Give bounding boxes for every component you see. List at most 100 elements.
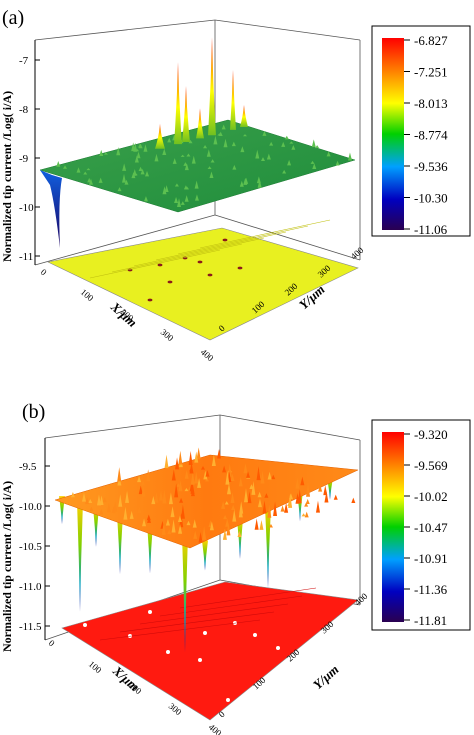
- y-tick-label: 400: [349, 245, 366, 262]
- colorbar-tick-label: -9.536: [414, 159, 448, 174]
- surface-spike: [170, 506, 175, 518]
- surface-bump: [315, 145, 320, 149]
- colorbar-tick-label: -7.251: [414, 65, 448, 80]
- surface-spike: [125, 490, 130, 503]
- surface-bump: [138, 143, 143, 149]
- surface-spike: [232, 509, 237, 522]
- x-tick-label: 100: [87, 659, 104, 676]
- surface-spike: [202, 526, 207, 540]
- surface-spike: [142, 518, 147, 527]
- surface-bump: [124, 179, 129, 185]
- surface-spike: [297, 489, 302, 504]
- surface-spike: [217, 448, 222, 459]
- surface-spike: [273, 501, 278, 517]
- surface-bump: [281, 141, 286, 147]
- surface-spike: [70, 491, 75, 498]
- surface-bump: [282, 169, 287, 174]
- surface-bump: [184, 163, 189, 171]
- surface-bump: [231, 141, 236, 147]
- surface-spike: [243, 463, 248, 474]
- floor-feature: [222, 238, 228, 242]
- surface-bump: [162, 148, 167, 156]
- surface-spike: [96, 494, 101, 506]
- surface-dip: [93, 506, 99, 547]
- surface-spike: [137, 475, 142, 483]
- surface-spike: [231, 504, 236, 511]
- surface-spike: [205, 478, 210, 482]
- surface-bump: [122, 163, 127, 171]
- surface-bump: [206, 149, 211, 157]
- surface-bump: [287, 159, 292, 166]
- floor-feature: [166, 650, 170, 654]
- surface-bump: [188, 139, 193, 144]
- surface-bump: [184, 195, 189, 202]
- surface-bump: [133, 172, 138, 176]
- surface-spike: [99, 495, 104, 505]
- panel-b-z-axis: -9.5 -10.0 -10.5 -11.0 -11.5: [19, 438, 50, 640]
- surface-spike: [225, 470, 230, 485]
- x-tick-label: 100: [79, 287, 96, 304]
- surface-dip: [117, 514, 123, 575]
- floor-feature: [207, 273, 213, 277]
- floor-feature: [148, 610, 152, 614]
- surface-bump: [86, 168, 91, 171]
- surface-spike: [167, 529, 172, 535]
- z-tick-label: -11.0: [19, 581, 42, 593]
- surface-spike: [81, 492, 86, 502]
- surface-bump: [209, 171, 214, 178]
- colorbar-tick-label: -9.569: [414, 458, 448, 473]
- surface-spike: [138, 485, 143, 495]
- surface-bump: [223, 138, 228, 148]
- surface-dip: [182, 534, 188, 653]
- colorbar-tick-label: -11.81: [414, 613, 447, 628]
- surface-spike: [151, 496, 156, 505]
- surface-spike: [289, 493, 294, 500]
- surface-spike: [222, 528, 227, 540]
- surface-bump: [180, 201, 185, 205]
- x-tick-label: 300: [159, 327, 176, 344]
- surface-dip: [202, 540, 208, 571]
- panel-a-label: (a): [2, 7, 24, 29]
- surface-spike: [168, 492, 173, 505]
- surface-spike: [85, 496, 90, 505]
- floor-feature: [203, 631, 207, 635]
- surface-spike: [304, 511, 309, 518]
- floor-streak: [199, 219, 331, 249]
- surface-spike: [271, 474, 276, 480]
- surface-dip: [147, 523, 153, 574]
- z-tick-label: -10: [19, 202, 34, 214]
- surface-spike: [146, 514, 151, 521]
- surface-bump: [194, 194, 199, 201]
- surface-spike: [205, 470, 210, 477]
- surface-spike: [165, 518, 170, 526]
- surface-bump: [269, 141, 274, 146]
- surface-spike: [243, 488, 248, 503]
- surface-bump: [174, 196, 179, 203]
- surface-bump: [335, 160, 340, 166]
- surface-bump: [134, 155, 139, 163]
- surface-spike: [174, 483, 179, 498]
- surface-spike: [137, 506, 142, 513]
- surface-bump: [347, 152, 352, 161]
- surface-spike: [256, 466, 261, 481]
- surface-spike: [295, 477, 300, 489]
- surface-spike: [333, 494, 338, 500]
- surface-spike: [306, 482, 311, 497]
- panel-a-z-axis: -7 -8 -9 -10 -11: [19, 40, 40, 265]
- floor-streak: [179, 587, 317, 609]
- surface-spike: [176, 483, 181, 487]
- surface-bump: [260, 157, 265, 161]
- floor-feature: [237, 266, 243, 270]
- x-tick-label: 300: [167, 701, 184, 718]
- surface-bump: [122, 173, 127, 183]
- y-tick-label: 0: [217, 323, 227, 334]
- colorbar-tick-label: -10.02: [414, 489, 448, 504]
- surface-spike: [254, 518, 259, 530]
- surface-spike: [189, 482, 194, 492]
- surface-spike: [305, 498, 310, 504]
- surface-spike: [267, 471, 272, 480]
- surface-peak: [240, 104, 248, 127]
- surface-bump: [243, 177, 248, 185]
- floor-streak: [139, 603, 289, 625]
